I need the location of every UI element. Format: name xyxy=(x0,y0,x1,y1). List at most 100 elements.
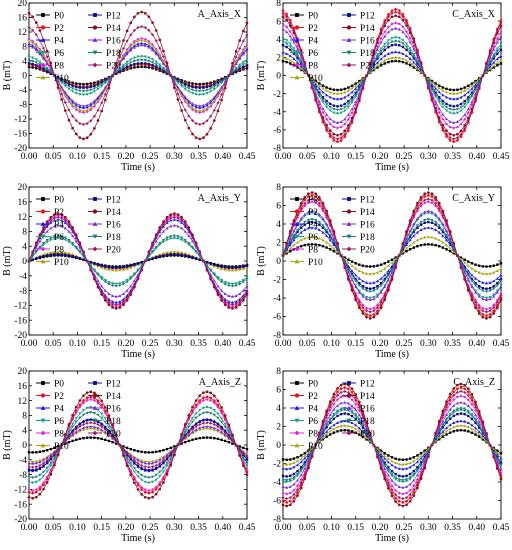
data-point xyxy=(314,212,318,216)
data-point xyxy=(34,480,38,484)
data-point xyxy=(132,59,136,63)
data-point xyxy=(329,421,332,424)
series-p0 xyxy=(27,436,249,454)
data-point xyxy=(209,100,213,104)
data-point xyxy=(423,195,427,198)
data-point xyxy=(121,46,125,50)
data-point xyxy=(484,290,488,294)
data-point xyxy=(477,303,481,307)
legend-item-p10: P10 xyxy=(290,74,323,84)
data-point xyxy=(332,243,336,247)
legend-marker xyxy=(92,405,98,410)
data-point xyxy=(161,62,165,65)
data-point xyxy=(419,456,423,460)
data-point xyxy=(172,218,176,221)
data-point xyxy=(434,236,438,240)
data-point xyxy=(419,243,423,247)
data-point xyxy=(386,468,390,472)
data-point xyxy=(332,111,336,115)
legend-label: P10 xyxy=(308,258,323,268)
data-point xyxy=(339,390,343,394)
data-point xyxy=(390,9,394,13)
data-point xyxy=(42,54,46,58)
data-point xyxy=(121,450,125,453)
data-point xyxy=(419,67,423,71)
legend-item-p20: P20 xyxy=(342,429,375,439)
data-point xyxy=(213,436,216,440)
data-point xyxy=(238,57,242,60)
data-point xyxy=(78,416,82,420)
data-point xyxy=(133,66,136,69)
data-point xyxy=(133,461,136,465)
y-tick-label: 0 xyxy=(276,441,281,451)
data-point xyxy=(408,40,412,44)
data-point xyxy=(85,86,89,89)
data-point xyxy=(339,383,343,387)
data-point xyxy=(387,13,390,16)
data-point xyxy=(111,294,115,298)
y-tick-label: 6 xyxy=(276,386,281,396)
data-point xyxy=(129,64,132,67)
data-point xyxy=(180,79,183,82)
data-point xyxy=(187,429,191,433)
data-point xyxy=(343,257,347,261)
data-point xyxy=(481,423,485,427)
data-point xyxy=(187,100,191,104)
data-point xyxy=(147,496,151,500)
data-point xyxy=(307,243,310,246)
data-point xyxy=(372,313,376,316)
data-point xyxy=(165,238,169,242)
data-point xyxy=(245,290,249,294)
data-point xyxy=(397,485,401,488)
data-point xyxy=(499,273,503,277)
data-point xyxy=(459,419,463,423)
data-point xyxy=(437,98,441,102)
legend-label: P0 xyxy=(308,11,318,21)
data-point xyxy=(379,50,383,53)
data-point xyxy=(484,67,488,71)
data-point xyxy=(238,63,242,67)
data-point xyxy=(474,92,478,95)
data-point xyxy=(176,85,180,89)
data-point xyxy=(147,481,151,485)
data-point xyxy=(205,411,209,414)
data-point xyxy=(452,390,456,394)
data-point xyxy=(238,454,242,457)
data-point xyxy=(85,396,89,400)
legend-item-p8: P8 xyxy=(36,245,64,255)
data-point xyxy=(89,106,93,110)
data-point xyxy=(180,84,184,88)
data-point xyxy=(296,240,300,244)
data-point xyxy=(372,65,376,68)
data-point xyxy=(412,469,415,473)
data-point xyxy=(92,100,96,104)
data-point xyxy=(78,403,82,407)
data-point xyxy=(408,492,412,496)
data-point xyxy=(332,120,336,123)
data-point xyxy=(140,473,144,477)
data-point xyxy=(285,247,289,250)
data-point xyxy=(470,402,474,406)
data-point xyxy=(292,49,296,53)
data-point xyxy=(60,85,64,89)
data-point xyxy=(111,435,115,439)
data-point xyxy=(448,97,452,100)
legend-label: P18 xyxy=(360,233,375,243)
data-point xyxy=(394,10,398,14)
x-tick-label: 0.35 xyxy=(444,152,461,162)
data-point xyxy=(448,414,452,418)
legend-marker xyxy=(294,418,300,423)
data-point xyxy=(223,297,227,301)
data-point xyxy=(415,217,419,220)
data-point xyxy=(209,411,213,415)
y-tick-label: -6 xyxy=(273,497,281,507)
x-tick-label: 0.20 xyxy=(372,152,389,162)
data-point xyxy=(328,90,332,94)
data-point xyxy=(140,10,143,14)
data-point xyxy=(350,90,354,94)
data-point xyxy=(321,107,325,110)
data-point xyxy=(499,34,503,38)
data-point xyxy=(67,108,71,112)
data-point xyxy=(365,289,369,293)
data-point xyxy=(74,405,78,409)
